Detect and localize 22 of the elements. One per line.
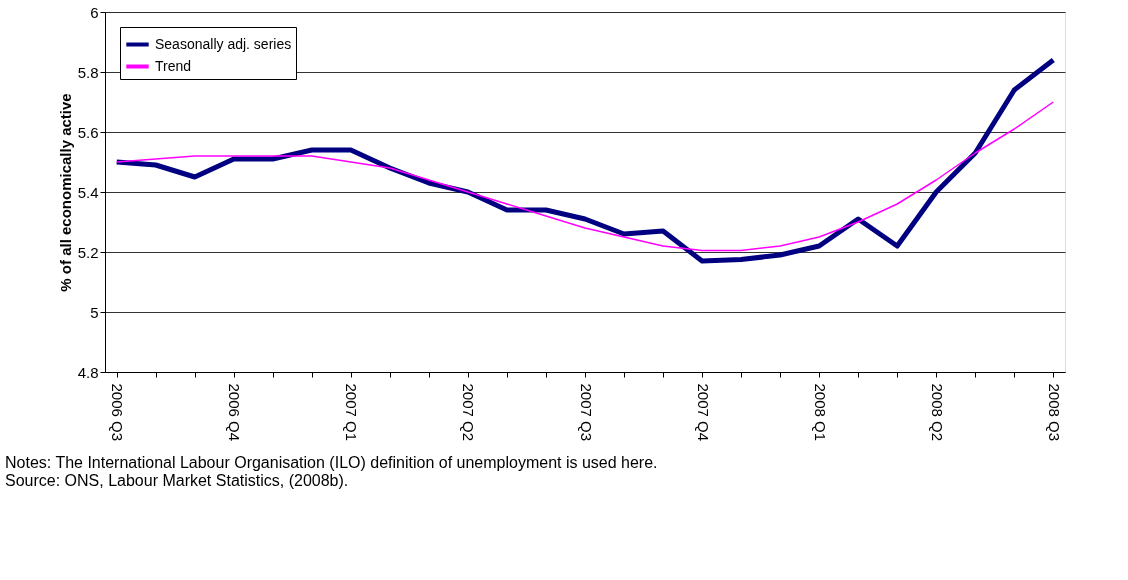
x-tick-label: 2006 Q3	[109, 383, 127, 442]
y-tick-label: 5.4	[77, 183, 99, 201]
y-tick-label: 6	[90, 3, 99, 21]
x-tick-label: 2008 Q3	[1045, 383, 1063, 442]
y-tick-label: 5.8	[77, 63, 99, 81]
y-tick-label: 5.2	[77, 243, 99, 261]
x-tick-label: 2007 Q4	[694, 383, 712, 442]
y-axis-title: % of all economically active	[56, 93, 74, 292]
x-tick-label: 2007 Q3	[577, 383, 595, 442]
x-tick-label: 2008 Q1	[811, 383, 829, 442]
source-note: Source: ONS, Labour Market Statistics, (2008b).	[5, 471, 349, 489]
y-tick-label: 5.6	[77, 123, 99, 141]
y-tick-label: 5	[90, 303, 99, 321]
x-tick-label: 2008 Q2	[928, 383, 946, 442]
text: Notes: The International Labour Organisation (ILO) definition of unemployment is used here.	[5, 453, 658, 471]
x-tick-label: 2007 Q1	[343, 383, 361, 442]
x-tick-label: 2007 Q2	[460, 383, 478, 442]
legend-label: Seasonally adj. series	[155, 35, 292, 52]
x-tick-label: 2006 Q4	[226, 383, 244, 442]
legend-label: Trend	[155, 57, 192, 74]
line-series	[115, 101, 1055, 252]
y-tick-label: 4.8	[77, 363, 99, 381]
